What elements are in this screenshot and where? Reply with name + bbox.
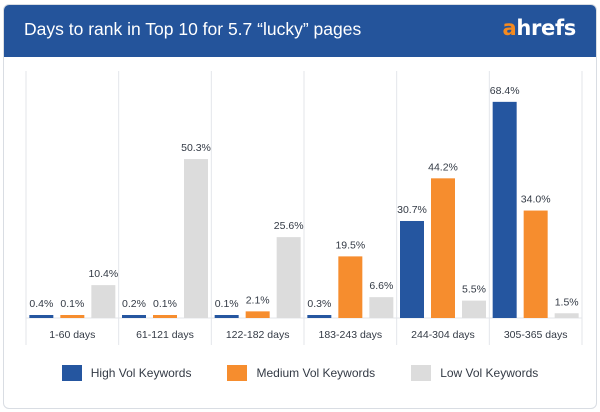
data-label: 19.5%: [335, 239, 365, 251]
data-label: 10.4%: [88, 268, 118, 280]
data-label: 0.4%: [29, 298, 53, 310]
x-tick-label: 122-182 days: [226, 329, 290, 341]
bar-chart: 0.4% 0.1% 10.4% 1-60 days 0.2% 0.1% 50.3% 61-12…: [25, 71, 583, 345]
data-label: 6.6%: [369, 280, 393, 292]
legend-item: High Vol Keywords: [61, 365, 192, 381]
bar: [60, 315, 85, 318]
legend-label: High Vol Keywords: [90, 366, 192, 380]
bar: [462, 300, 486, 318]
chart-legend: High Vol Keywords Medium Vol Keywords Low …: [4, 361, 596, 385]
bar: [29, 315, 54, 318]
ahrefs-logo: ahrefs: [502, 16, 576, 40]
data-label: 30.7%: [397, 204, 427, 216]
legend-label: Medium Vol Keywords: [256, 366, 376, 380]
x-tick-label: 183-243 days: [319, 329, 383, 341]
bar: [214, 315, 239, 318]
chart-title: Days to rank in Top 10 for 5.7 “lucky” p…: [24, 19, 362, 39]
chart-card: Days to rank in Top 10 for 5.7 “lucky” p…: [3, 4, 597, 409]
x-tick-label: 305-365 days: [504, 329, 568, 341]
data-label: 5.5%: [462, 284, 486, 296]
legend-swatch: [227, 365, 248, 381]
data-label: 0.1%: [60, 298, 84, 310]
data-label: 44.2%: [428, 161, 458, 173]
data-label: 0.1%: [153, 298, 177, 310]
bar: [369, 297, 394, 318]
bar: [184, 159, 208, 318]
bar: [492, 101, 517, 318]
data-label: 25.6%: [274, 220, 304, 232]
bar: [431, 178, 455, 318]
bar: [400, 220, 424, 318]
data-label: 1.5%: [555, 296, 579, 308]
x-tick-label: 61-121 days: [136, 329, 194, 341]
bar: [523, 210, 548, 318]
legend-swatch: [411, 365, 432, 381]
bar: [307, 315, 332, 318]
x-tick-label: 244-304 days: [411, 329, 475, 341]
bar: [554, 313, 579, 318]
bar: [153, 315, 177, 318]
data-label: 0.2%: [122, 298, 146, 310]
bar: [91, 285, 116, 318]
bar: [245, 311, 270, 318]
data-label: 2.1%: [246, 294, 270, 306]
data-label: 50.3%: [181, 142, 211, 154]
data-label: 34.0%: [521, 194, 551, 206]
data-label: 0.1%: [215, 298, 239, 310]
logo-accent-letter: a: [502, 16, 517, 40]
data-label: 0.3%: [307, 298, 331, 310]
bar: [276, 237, 301, 318]
legend-label: Low Vol Keywords: [440, 366, 539, 380]
legend-swatch: [61, 365, 82, 381]
bar: [122, 315, 146, 318]
logo-text: hrefs: [516, 16, 576, 40]
chart-header: Days to rank in Top 10 for 5.7 “lucky” p…: [4, 5, 596, 57]
x-tick-label: 1-60 days: [49, 329, 95, 341]
legend-item: Low Vol Keywords: [411, 365, 538, 381]
legend-item: Medium Vol Keywords: [227, 365, 375, 381]
bar: [338, 256, 363, 318]
data-label: 68.4%: [490, 85, 520, 97]
